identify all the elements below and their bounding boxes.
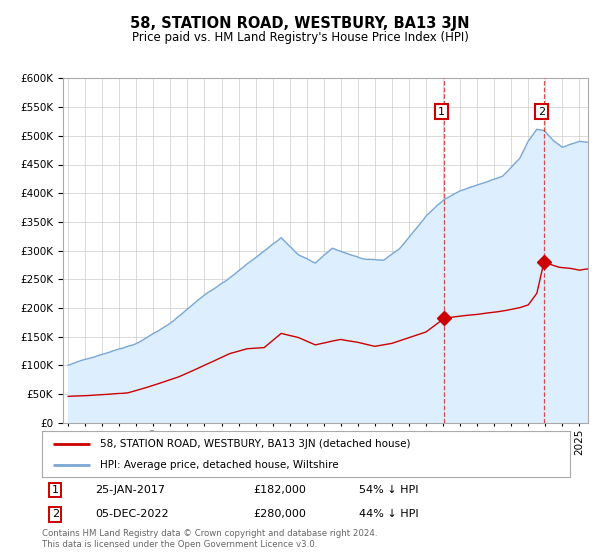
- Text: 54% ↓ HPI: 54% ↓ HPI: [359, 485, 418, 495]
- Text: 1: 1: [438, 107, 445, 116]
- Text: 2: 2: [52, 509, 59, 519]
- Text: HPI: Average price, detached house, Wiltshire: HPI: Average price, detached house, Wilt…: [100, 460, 339, 470]
- Text: 25-JAN-2017: 25-JAN-2017: [95, 485, 165, 495]
- Text: 58, STATION ROAD, WESTBURY, BA13 3JN: 58, STATION ROAD, WESTBURY, BA13 3JN: [130, 16, 470, 31]
- Text: 44% ↓ HPI: 44% ↓ HPI: [359, 509, 418, 519]
- Text: 2: 2: [538, 107, 545, 116]
- Text: £182,000: £182,000: [253, 485, 306, 495]
- Text: 58, STATION ROAD, WESTBURY, BA13 3JN (detached house): 58, STATION ROAD, WESTBURY, BA13 3JN (de…: [100, 438, 410, 449]
- Text: 05-DEC-2022: 05-DEC-2022: [95, 509, 169, 519]
- Text: £280,000: £280,000: [253, 509, 306, 519]
- Text: Price paid vs. HM Land Registry's House Price Index (HPI): Price paid vs. HM Land Registry's House …: [131, 31, 469, 44]
- Text: Contains HM Land Registry data © Crown copyright and database right 2024.
This d: Contains HM Land Registry data © Crown c…: [42, 529, 377, 549]
- Text: 1: 1: [52, 485, 59, 495]
